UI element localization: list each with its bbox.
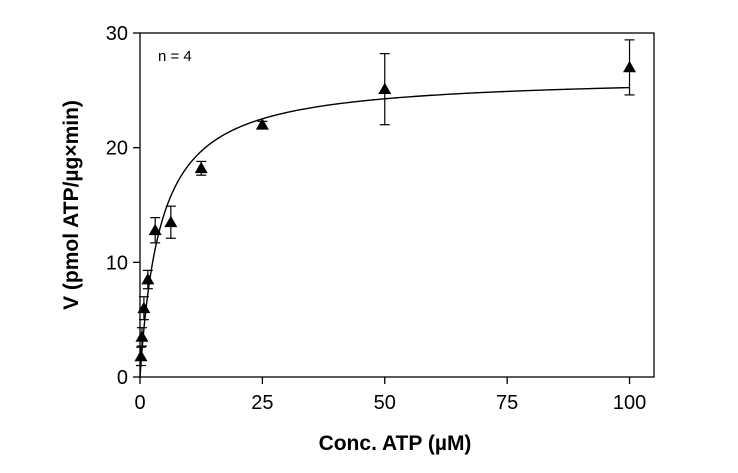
ticks-layer: 0 25 50 75 100 0 10 20 30 bbox=[106, 23, 646, 414]
x-axis-title: Conc. ATP (µM) bbox=[319, 432, 472, 455]
data-point-triangle bbox=[378, 82, 392, 95]
data-point-triangle bbox=[134, 349, 148, 362]
data-point-triangle bbox=[141, 273, 155, 285]
y-axis-title: V (pmol ATP/µg×min) bbox=[60, 100, 83, 310]
data-point-triangle bbox=[148, 223, 162, 236]
sample-size-annotation: n = 4 bbox=[158, 48, 192, 65]
fit-curve bbox=[139, 86, 630, 378]
data-points-layer bbox=[134, 60, 637, 362]
plot-border bbox=[139, 32, 655, 378]
y-tick-label: 20 bbox=[106, 138, 128, 160]
x-tick-label: 100 bbox=[613, 392, 646, 414]
x-tick-label: 75 bbox=[496, 392, 518, 414]
y-tick-label: 10 bbox=[106, 252, 128, 274]
y-tick-label: 0 bbox=[117, 367, 128, 389]
x-tick-label: 0 bbox=[134, 392, 145, 414]
data-point-triangle bbox=[255, 118, 269, 130]
x-tick-label: 25 bbox=[251, 392, 273, 414]
data-point-triangle bbox=[194, 161, 208, 174]
fit-curve-layer bbox=[139, 86, 630, 378]
y-tick-label: 30 bbox=[106, 23, 128, 45]
data-point-triangle bbox=[137, 301, 151, 314]
data-point-triangle bbox=[623, 60, 637, 73]
plot-frame bbox=[139, 32, 655, 378]
data-point-triangle bbox=[164, 215, 178, 228]
x-tick-label: 50 bbox=[374, 392, 396, 414]
data-point-triangle bbox=[135, 330, 149, 342]
